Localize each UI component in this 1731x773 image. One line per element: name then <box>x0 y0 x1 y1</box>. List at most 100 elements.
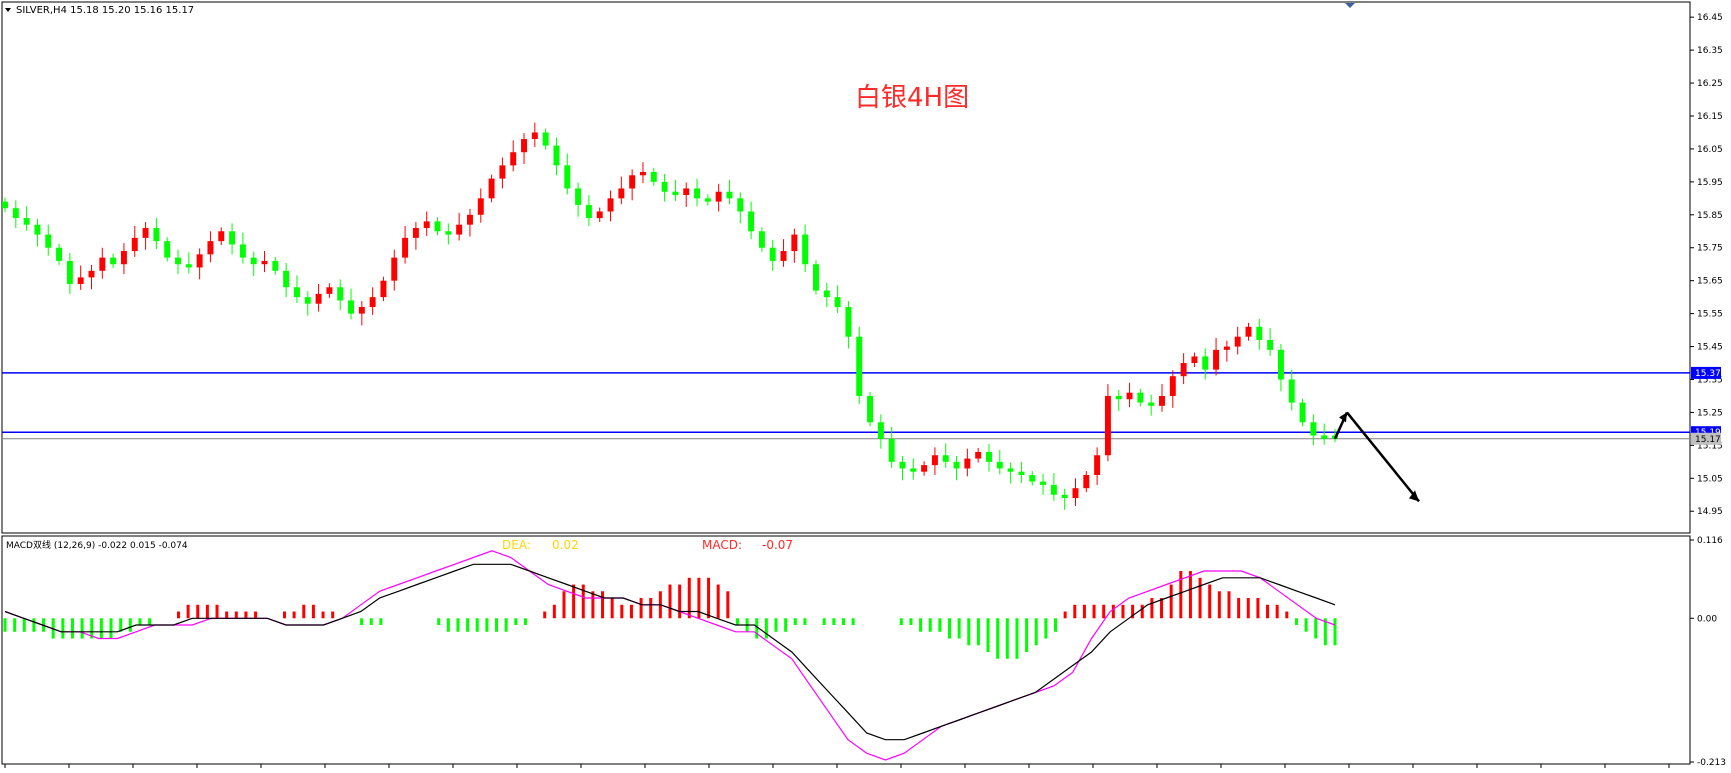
candle-body <box>380 280 387 298</box>
candle-body <box>780 251 787 261</box>
candle-body <box>510 152 517 166</box>
candle-body <box>650 171 657 182</box>
candle-body <box>596 211 603 219</box>
candle-body <box>1104 395 1111 456</box>
candle-body <box>672 191 679 196</box>
candle-body <box>931 455 938 466</box>
macd-dea-line <box>4 563 1336 741</box>
shift-marker-icon[interactable] <box>1345 3 1355 8</box>
macd-axis-label: 0.00 <box>1697 614 1717 624</box>
candle-body <box>964 458 971 469</box>
macd-axis-label: -0.213 <box>1697 758 1726 768</box>
candle-body <box>694 188 701 199</box>
candle-body <box>218 231 225 242</box>
macd-label: MACD: <box>702 538 742 552</box>
candle-body <box>12 208 19 219</box>
candle-body <box>856 336 863 396</box>
candle-body <box>272 260 279 271</box>
candle-body <box>185 264 192 268</box>
candle-body <box>834 297 841 308</box>
candle-body <box>131 237 138 252</box>
chart-title: 白银4H图 <box>855 83 969 113</box>
candle-body <box>531 132 538 140</box>
candle-body <box>1029 475 1036 482</box>
price-panel-frame <box>1 1 1691 534</box>
candle-body <box>77 277 84 284</box>
candle-body <box>1288 379 1295 403</box>
price-axis-label: 15.75 <box>1697 244 1723 254</box>
candle-body <box>888 438 895 462</box>
candle-body <box>348 300 354 314</box>
candle-body <box>1126 392 1133 400</box>
candle-body <box>175 257 181 265</box>
candle-body <box>1213 349 1220 370</box>
candle-body <box>1083 475 1090 489</box>
candle-body <box>986 451 992 462</box>
candle-body <box>412 227 419 238</box>
candle-body <box>748 211 755 232</box>
candle-body <box>758 231 765 248</box>
candle-body <box>466 214 473 225</box>
candle-body <box>261 260 268 265</box>
candle-body <box>1115 395 1122 400</box>
price-axis-label: 16.45 <box>1697 13 1723 23</box>
candle-body <box>618 188 625 199</box>
candle-body <box>1050 484 1057 495</box>
candle-body <box>120 251 127 265</box>
candle-body <box>1245 326 1252 337</box>
candle-body <box>2 201 8 209</box>
candle-body <box>769 247 776 261</box>
candle-body <box>23 218 30 225</box>
candle-body <box>521 139 527 153</box>
candle-body <box>1040 481 1047 485</box>
price-axis-label: 15.15 <box>1697 441 1723 451</box>
macd-panel-frame <box>1 535 1691 765</box>
candle-body <box>1191 356 1198 364</box>
price-axis-label: 15.05 <box>1697 474 1723 484</box>
candle-body <box>1180 363 1187 377</box>
up-arrow-icon <box>1339 412 1347 423</box>
price-axis-label: 15.85 <box>1697 211 1723 221</box>
candle-body <box>391 257 398 281</box>
down-arrow-line <box>1346 411 1420 503</box>
candle-body <box>639 171 646 176</box>
candle-body <box>1137 392 1144 403</box>
dea-label: DEA: <box>502 538 531 552</box>
candle-body <box>867 395 874 423</box>
candle-body <box>445 231 452 235</box>
candle-body <box>499 165 506 179</box>
candle-body <box>1256 326 1263 340</box>
candle-body <box>607 198 614 212</box>
candle-body <box>1061 494 1068 499</box>
candle-body <box>1299 402 1306 423</box>
candle-body <box>99 257 106 271</box>
price-axis-label: 16.25 <box>1697 79 1723 89</box>
price-axis: 16.45 16.35 16.25 16.15 16.05 15.95 15.85 15.75… <box>1690 13 1723 517</box>
candle-body <box>1148 402 1155 406</box>
price-axis-label: 15.35 <box>1697 375 1723 385</box>
candle-body <box>996 461 1003 469</box>
candle-body <box>737 198 744 212</box>
macd-histogram <box>3 571 1337 659</box>
candle-body <box>1094 455 1101 476</box>
macd-lines <box>4 550 1336 761</box>
candle-body <box>1267 339 1274 350</box>
candle-body <box>142 227 149 238</box>
candle-body <box>813 264 819 291</box>
current-price-label: 15.17 <box>1695 435 1721 445</box>
candle-body <box>921 465 928 472</box>
candle-body <box>1223 346 1230 350</box>
candle-body <box>715 191 722 202</box>
candle-body <box>585 204 592 219</box>
candle-body <box>575 188 582 205</box>
candle-body <box>899 461 906 469</box>
candle-body <box>315 293 322 304</box>
dropdown-icon[interactable] <box>5 8 11 12</box>
candle-body <box>304 297 311 304</box>
candle-body <box>423 221 430 228</box>
candle-body <box>88 270 95 278</box>
candle-body <box>369 297 376 308</box>
